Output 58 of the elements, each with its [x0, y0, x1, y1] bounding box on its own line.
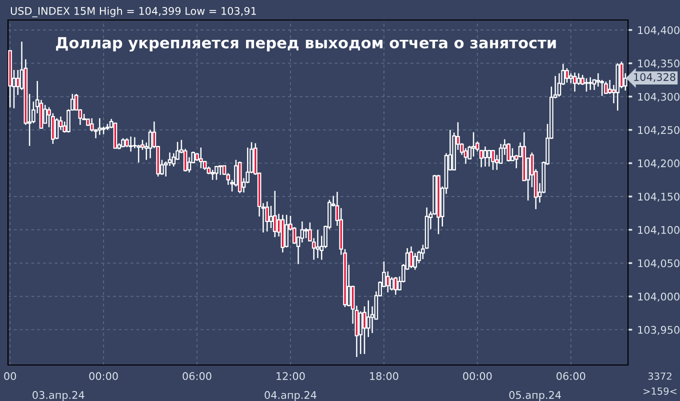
candlestick: [269, 205, 273, 229]
y-tick-label: 103,950: [638, 326, 680, 335]
candlestick: [409, 246, 414, 269]
y-tick-label: 104,200: [638, 159, 680, 168]
candlestick: [284, 214, 289, 248]
candlestick: [218, 164, 222, 176]
x-tick-label: 06:00: [556, 372, 586, 380]
candlestick: [584, 78, 588, 92]
x2-tick-label: 04.апр.24: [264, 391, 316, 401]
y-tick-label: 104,350: [638, 60, 680, 68]
candlestick: [604, 80, 608, 95]
text: >159<: [644, 387, 676, 395]
candlestick: [491, 149, 495, 170]
candlestick: [506, 142, 510, 162]
candlestick: [316, 229, 320, 259]
y-tick-label: 104,250: [638, 126, 680, 136]
y-tick-label: 104,050: [638, 259, 680, 268]
candlestick: [358, 310, 362, 355]
text: 3372: [648, 372, 672, 380]
candlestick: [265, 200, 270, 232]
candlestick: [210, 169, 215, 180]
x-tick-label: 00: [4, 372, 16, 380]
candlestick: [565, 68, 569, 84]
y-tick-label: 104,000: [638, 292, 680, 302]
candlestick: [172, 152, 176, 168]
annotation: 104,328: [634, 73, 676, 82]
x-tick-label: 06:00: [182, 372, 212, 380]
x2-tick-label: 05.апр.24: [509, 391, 561, 401]
candlestick: [483, 146, 488, 168]
y-tick-label: 104,400: [638, 26, 680, 36]
x-tick-label: 00:00: [463, 372, 492, 380]
chart-subtitle: USD_INDEX 15M High = 104,399 Low = 103,91: [10, 6, 256, 18]
text: Доллар укрепляется перед выходом отчета о занятости: [56, 37, 556, 52]
candlestick: [214, 165, 218, 180]
candlestick: [300, 220, 304, 244]
candlestick: [16, 69, 20, 96]
y-tick-label: 104,150: [638, 192, 680, 202]
x-tick-label: 18:00: [370, 372, 398, 380]
candlestick: [272, 190, 277, 238]
candlestick: [386, 270, 390, 294]
candlestick: [366, 300, 370, 338]
candlestick: [54, 118, 59, 140]
y-tick-label: 104,300: [638, 92, 680, 102]
x-tick-label: 00:00: [89, 372, 118, 380]
candlestick: [183, 148, 188, 172]
candlestick: [572, 72, 577, 92]
x2-tick-label: 03.апр.24: [32, 391, 84, 401]
candlestick: [98, 118, 102, 136]
candlestick: [487, 149, 492, 168]
candlestick: [304, 228, 308, 239]
candlestick: [472, 132, 476, 158]
candlestick: [128, 136, 133, 152]
candlestick: [576, 72, 581, 86]
candlestick: [198, 146, 203, 169]
x-tick-label: 12:00: [276, 372, 305, 380]
y-tick-label: 104,100: [638, 226, 680, 235]
candlestick: [588, 76, 592, 91]
candlestick: [394, 276, 398, 296]
